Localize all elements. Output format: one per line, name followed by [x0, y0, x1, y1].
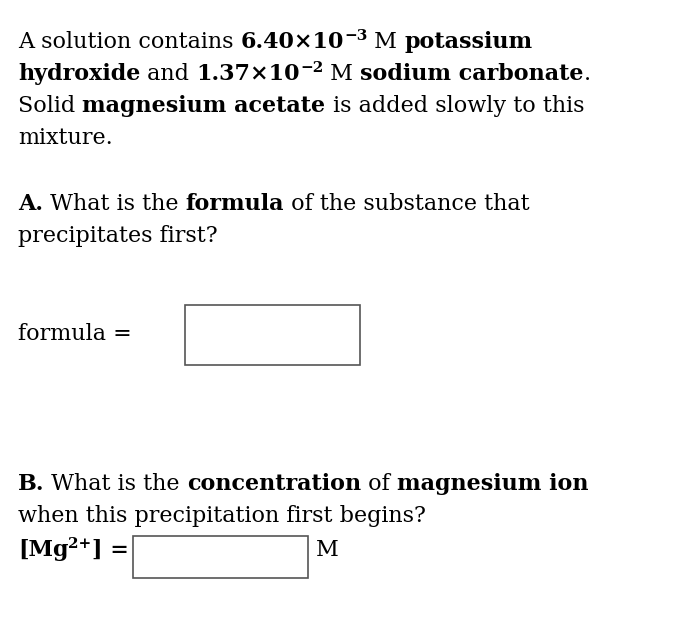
Text: M: M	[324, 63, 360, 85]
Text: What is the: What is the	[43, 193, 185, 215]
Text: sodium carbonate: sodium carbonate	[360, 63, 583, 85]
Text: 1.37×10: 1.37×10	[196, 63, 300, 85]
Text: of the substance that: of the substance that	[284, 193, 529, 215]
Text: A solution contains: A solution contains	[18, 31, 241, 53]
Text: formula: formula	[185, 193, 284, 215]
Text: −3: −3	[344, 29, 367, 43]
Text: M: M	[367, 31, 404, 53]
Text: ] =: ] =	[92, 539, 129, 561]
Text: when this precipitation first begins?: when this precipitation first begins?	[18, 505, 426, 527]
Text: M: M	[315, 539, 339, 561]
Text: and: and	[140, 63, 196, 85]
Text: 2+: 2+	[68, 537, 92, 551]
Text: What is the: What is the	[44, 473, 187, 495]
Text: formula =: formula =	[18, 323, 132, 345]
Text: 6.40×10: 6.40×10	[241, 31, 344, 53]
Text: .: .	[583, 63, 591, 85]
Text: potassium: potassium	[404, 31, 533, 53]
Text: magnesium ion: magnesium ion	[397, 473, 589, 495]
Text: of: of	[361, 473, 397, 495]
Text: [Mg: [Mg	[18, 539, 68, 561]
Text: precipitates first?: precipitates first?	[18, 225, 218, 247]
Text: Solid: Solid	[18, 95, 82, 117]
Text: hydroxide: hydroxide	[18, 63, 140, 85]
Text: B.: B.	[18, 473, 44, 495]
Text: concentration: concentration	[187, 473, 361, 495]
Text: −2: −2	[300, 61, 324, 75]
Text: magnesium acetate: magnesium acetate	[82, 95, 326, 117]
Text: A.: A.	[18, 193, 43, 215]
Text: mixture.: mixture.	[18, 127, 113, 149]
Bar	[133, 536, 308, 578]
Bar	[185, 305, 360, 365]
Text: is added slowly to this: is added slowly to this	[326, 95, 584, 117]
